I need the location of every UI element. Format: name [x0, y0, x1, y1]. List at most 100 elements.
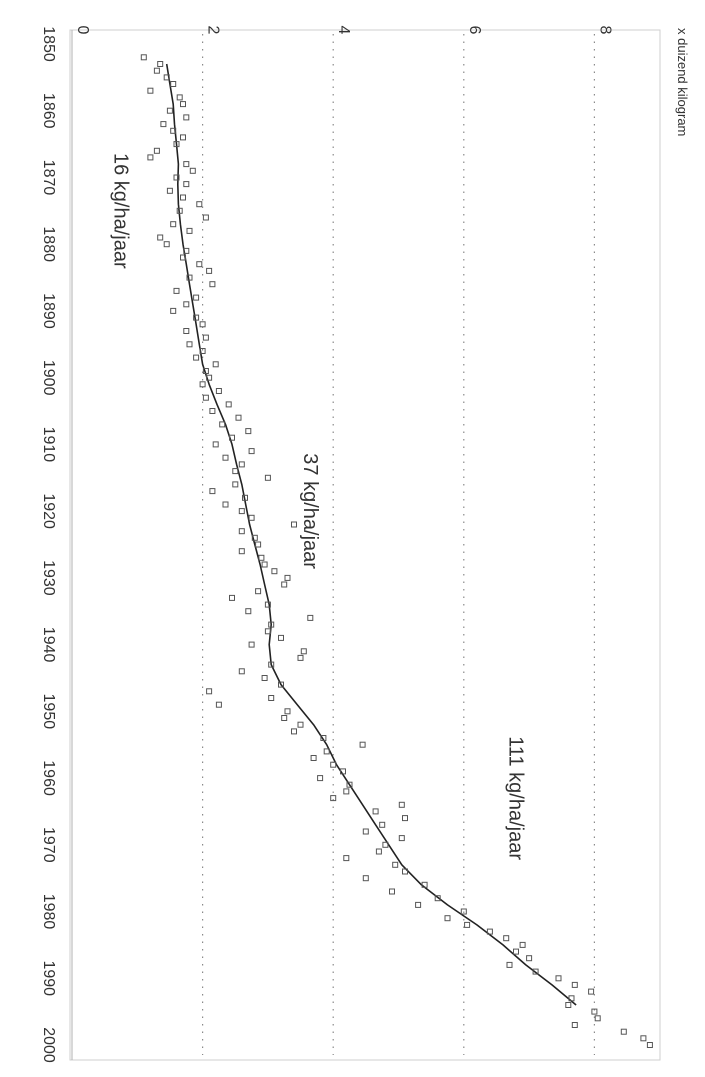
data-point: [323, 748, 330, 755]
data-point: [193, 314, 200, 321]
x-tick-label: 2000: [40, 1027, 57, 1063]
data-point: [183, 328, 190, 334]
data-point: [310, 755, 317, 761]
data-point: [183, 247, 190, 254]
trend-line-path: [165, 63, 577, 1006]
data-point: [379, 821, 386, 828]
data-point: [444, 915, 451, 922]
data-point: [242, 494, 248, 501]
data-point: [343, 788, 350, 795]
data-point: [398, 801, 405, 808]
data-point: [238, 668, 245, 675]
data-point: [421, 881, 428, 888]
data-point: [415, 901, 422, 908]
data-point: [268, 621, 275, 628]
data-point: [147, 87, 154, 94]
data-point: [202, 334, 209, 341]
data-point: [506, 961, 513, 968]
data-point: [372, 808, 379, 815]
data-point: [330, 795, 337, 802]
data-point: [222, 501, 229, 508]
data-point: [503, 935, 510, 942]
gridlines: [202, 34, 596, 1055]
annotation-label: 37 kg/ha/jaar: [299, 453, 321, 569]
x-tick-label: 1860: [40, 93, 57, 129]
data-point: [255, 541, 262, 548]
data-point: [278, 634, 284, 641]
data-point: [219, 421, 226, 428]
data-point: [180, 101, 186, 108]
data-point: [170, 221, 177, 228]
data-point: [173, 141, 180, 148]
data-point: [183, 161, 190, 168]
data-point: [571, 1022, 578, 1028]
data-point: [183, 114, 190, 121]
data-point: [646, 1042, 653, 1048]
data-point: [245, 608, 252, 615]
data-point: [245, 428, 252, 435]
data-point: [163, 241, 170, 248]
data-point: [147, 154, 154, 161]
data-point: [486, 928, 493, 935]
data-point: [206, 267, 213, 274]
data-point: [238, 508, 245, 515]
data-point: [264, 628, 271, 635]
data-point: [189, 167, 196, 174]
trend-line: [165, 63, 577, 1006]
data-point: [209, 488, 216, 495]
data-point: [307, 614, 314, 621]
data-point: [170, 307, 177, 314]
data-point: [291, 521, 297, 528]
data-point: [382, 841, 389, 848]
data-point: [196, 261, 203, 268]
data-point: [261, 561, 268, 568]
data-point: [229, 594, 235, 601]
data-point: [166, 107, 173, 114]
data-point: [343, 855, 350, 862]
data-point: [375, 848, 382, 855]
data-point: [251, 534, 258, 541]
data-point: [183, 301, 190, 308]
data-point: [588, 988, 595, 995]
data-point: [620, 1028, 627, 1035]
data-point: [519, 941, 526, 948]
y-axis-label: x duizend kilogram: [675, 28, 690, 136]
data-point: [186, 227, 193, 234]
data-point: [464, 921, 471, 928]
data-point: [297, 654, 304, 661]
data-point: [206, 374, 213, 381]
data-point: [180, 194, 186, 201]
x-tick-label: 1940: [40, 627, 57, 663]
x-tick-label: 1880: [40, 226, 57, 262]
data-point: [362, 828, 369, 835]
data-point: [196, 201, 203, 208]
x-tick-labels: 1850 1860 1870 1880 1890 1900 1910 1920 1930 1940…: [40, 26, 57, 1063]
data-point: [248, 514, 255, 521]
y-tick-label: 0: [74, 26, 91, 35]
data-point: [268, 661, 275, 668]
plot-frame: [69, 29, 661, 1061]
data-point: [229, 434, 235, 441]
data-point: [193, 294, 200, 301]
x-tick-label: 1910: [40, 427, 57, 463]
data-point: [202, 394, 209, 401]
x-tick-label: 1980: [40, 894, 57, 930]
data-point: [157, 61, 164, 67]
x-tick-label: 1950: [40, 694, 57, 730]
data-point: [362, 875, 369, 882]
data-point: [215, 701, 222, 708]
data-point: [202, 214, 209, 221]
data-point: [565, 1002, 572, 1008]
x-tick-label: 1990: [40, 960, 57, 996]
data-point: [183, 181, 190, 188]
data-point: [212, 361, 219, 368]
data-point: [297, 721, 304, 728]
data-point: [238, 548, 245, 555]
data-point: [222, 454, 229, 461]
data-point: [291, 728, 297, 735]
x-tick-label: 1850: [40, 26, 57, 62]
annotation-label: 111 kg/ha/jaar: [505, 736, 527, 860]
data-point: [571, 981, 578, 988]
x-tick-label: 1870: [40, 160, 57, 196]
